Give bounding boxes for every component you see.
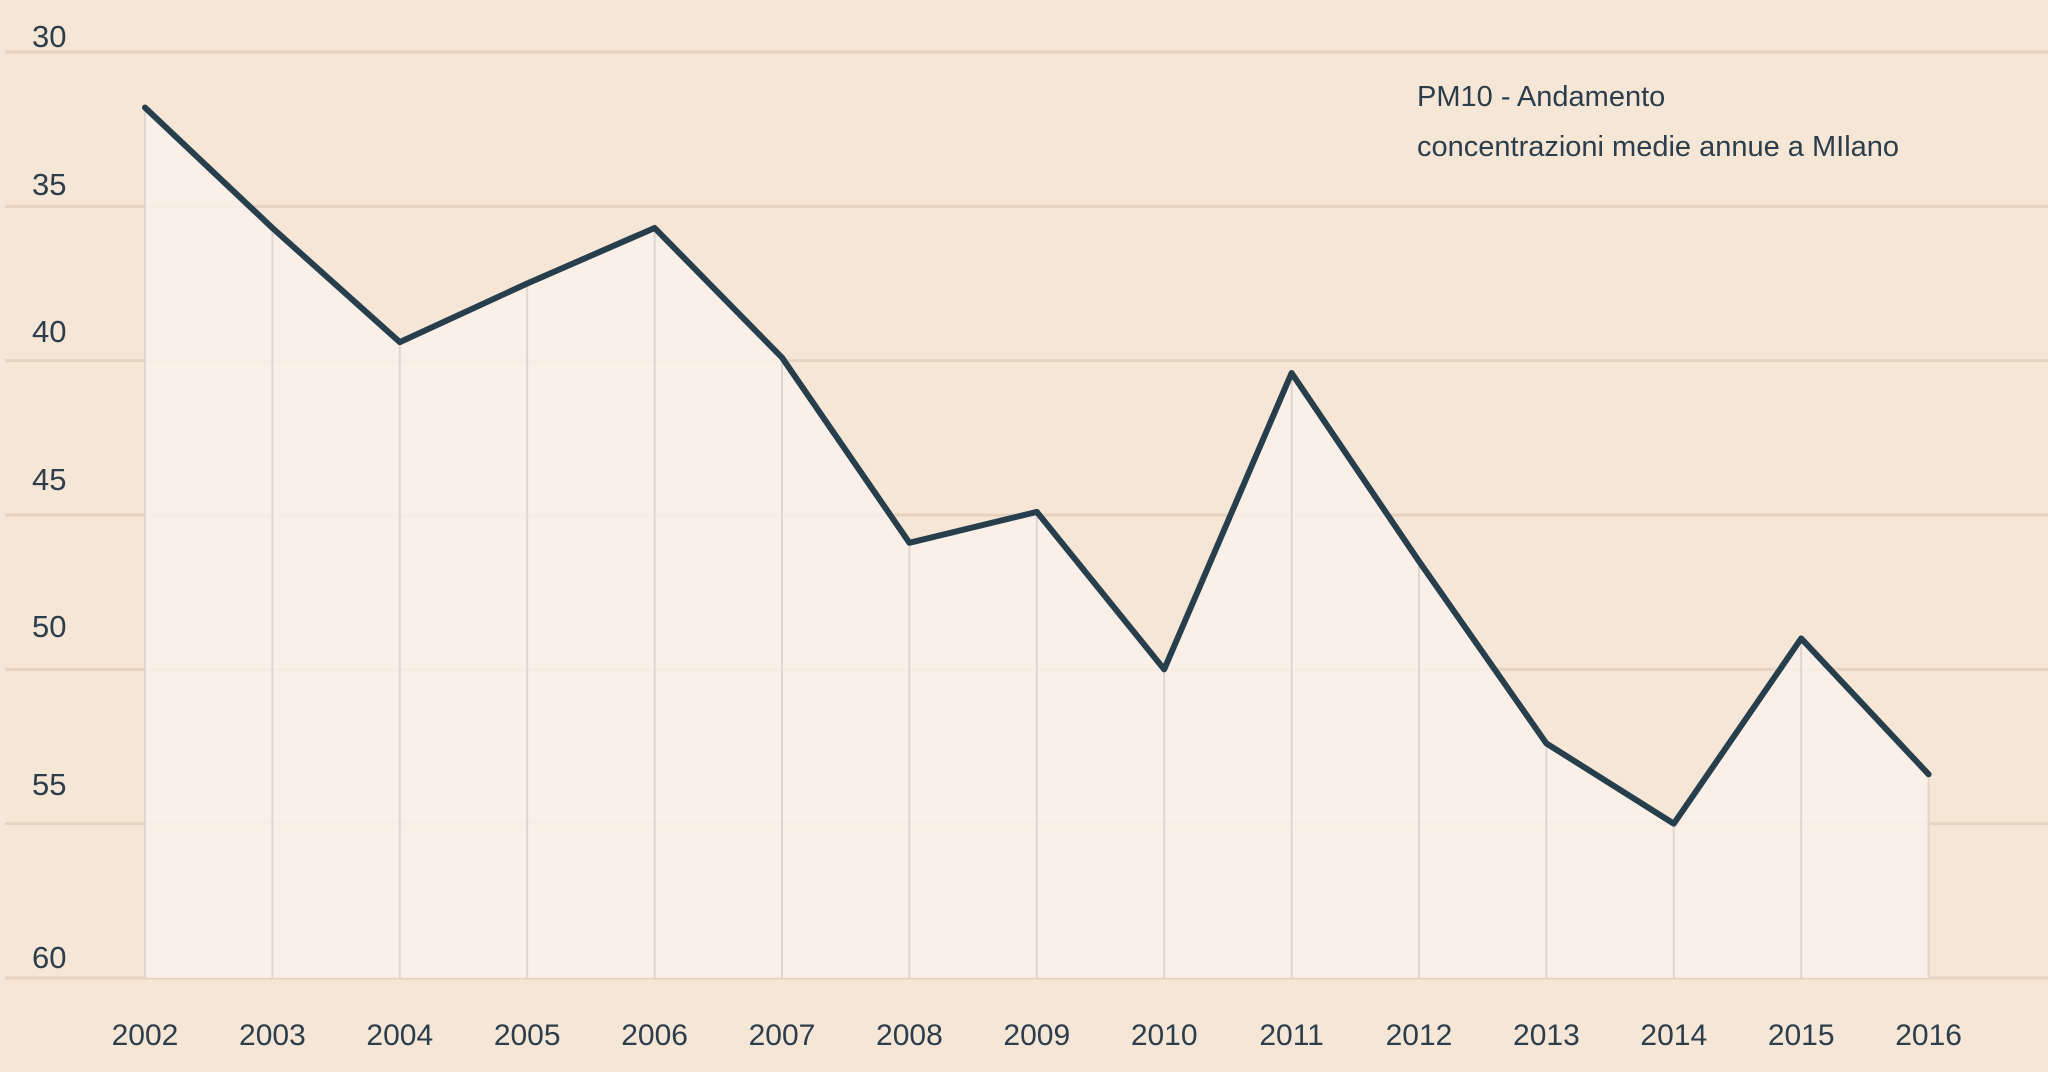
line-chart: 30354045505560 2002 2003 2004 2005 2006 2007 2… xyxy=(0,0,2048,1072)
x-tick-label: 2009 xyxy=(1003,1019,1070,1052)
data-point xyxy=(780,355,785,360)
x-tick-label: 2003 xyxy=(239,1019,306,1052)
x-tick-label: 2004 xyxy=(366,1019,433,1052)
x-tick-label: 2014 xyxy=(1640,1019,1707,1052)
data-point xyxy=(1799,636,1804,641)
data-point xyxy=(143,105,148,110)
data-point xyxy=(652,225,657,230)
y-tick-label: 35 xyxy=(32,167,66,202)
data-point xyxy=(1671,821,1676,826)
x-tick-label: 2012 xyxy=(1386,1019,1453,1052)
x-tick-label: 2008 xyxy=(876,1019,943,1052)
data-point xyxy=(1034,509,1039,514)
data-point xyxy=(1926,772,1931,777)
x-tick-label: 2016 xyxy=(1895,1019,1962,1052)
data-point xyxy=(1417,559,1422,564)
data-point xyxy=(907,540,912,545)
x-tick-label: 2002 xyxy=(112,1019,179,1052)
y-tick-label: 45 xyxy=(32,462,66,497)
x-tick-label: 2006 xyxy=(621,1019,688,1052)
y-tick-label: 30 xyxy=(32,19,66,54)
x-tick-label: 2005 xyxy=(494,1019,561,1052)
x-axis-ticks: 2002 2003 2004 2005 2006 2007 2008 2009 2010 2011… xyxy=(112,1019,1962,1052)
y-tick-label: 55 xyxy=(32,767,66,802)
data-point xyxy=(1289,371,1294,376)
x-tick-label: 2007 xyxy=(749,1019,816,1052)
data-point xyxy=(1544,741,1549,746)
x-tick-label: 2010 xyxy=(1131,1019,1198,1052)
data-point xyxy=(270,225,275,230)
y-tick-label: 50 xyxy=(32,609,66,644)
x-tick-label: 2011 xyxy=(1259,1019,1324,1052)
x-tick-label: 2013 xyxy=(1513,1019,1580,1052)
title-line-2: concentrazioni medie annue a MIlano xyxy=(1417,131,1899,163)
data-point xyxy=(1162,667,1167,672)
y-tick-label: 60 xyxy=(32,940,66,975)
y-tick-label: 40 xyxy=(32,314,66,349)
data-point xyxy=(525,281,530,286)
data-point xyxy=(397,340,402,345)
x-tick-label: 2015 xyxy=(1768,1019,1835,1052)
title-line-1: PM10 - Andamento xyxy=(1417,81,1665,113)
